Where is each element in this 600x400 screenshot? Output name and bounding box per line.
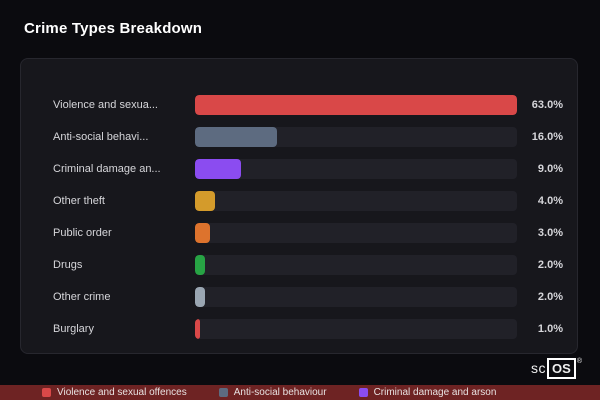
category-label: Drugs — [53, 259, 83, 271]
logo-text-sc: sc — [531, 360, 547, 376]
value-label: 3.0% — [537, 227, 563, 239]
category-label: Violence and sexua... — [53, 99, 158, 111]
category-label: Anti-social behavi... — [53, 131, 149, 143]
bar-other-crime[interactable] — [195, 287, 206, 307]
legend-swatch-purple — [358, 388, 368, 397]
category-label: Criminal damage an... — [53, 163, 161, 175]
bar-track — [195, 191, 517, 211]
scos-logo: sc OS ® — [531, 358, 582, 379]
category-label: Other crime — [53, 291, 111, 303]
bar-track — [195, 255, 517, 275]
value-label: 9.0% — [537, 163, 563, 175]
category-label: Public order — [53, 227, 112, 239]
legend-item-antisocial[interactable]: Anti-social behaviour — [218, 387, 327, 398]
category-label: Other theft — [53, 195, 105, 207]
legend-item-criminal-damage[interactable]: Criminal damage and arson — [358, 387, 497, 398]
bar-track — [195, 127, 517, 147]
bar-other-theft[interactable] — [195, 191, 216, 211]
bar-burglary[interactable] — [195, 319, 201, 339]
value-label: 2.0% — [537, 291, 563, 303]
value-label: 16.0% — [531, 131, 563, 143]
bar-row: Criminal damage an... 9.0% — [21, 153, 577, 185]
legend-label: Criminal damage and arson — [373, 387, 497, 398]
value-label: 1.0% — [537, 323, 563, 335]
bar-track — [195, 223, 517, 243]
crime-types-chart: Violence and sexua... 63.0% Anti-social … — [20, 58, 578, 354]
bar-row: Drugs 2.0% — [21, 249, 577, 281]
bar-row: Burglary 1.0% — [21, 313, 577, 345]
bar-row: Violence and sexua... 63.0% — [21, 89, 577, 121]
bar-violence[interactable] — [195, 95, 517, 115]
bar-track — [195, 319, 517, 339]
value-label: 63.0% — [531, 99, 563, 111]
value-label: 2.0% — [537, 259, 563, 271]
bar-drugs[interactable] — [195, 255, 206, 275]
legend-swatch-slate — [218, 388, 228, 397]
logo-text-os: OS — [547, 358, 576, 379]
bar-antisocial[interactable] — [195, 127, 277, 147]
bar-public-order[interactable] — [195, 223, 211, 243]
category-label: Burglary — [53, 323, 94, 335]
legend-label: Violence and sexual offences — [57, 387, 187, 398]
bar-row: Other theft 4.0% — [21, 185, 577, 217]
registered-mark: ® — [576, 358, 582, 365]
bar-track — [195, 95, 517, 115]
bar-criminal-damage[interactable] — [195, 159, 241, 179]
legend-label: Anti-social behaviour — [233, 387, 327, 398]
value-label: 4.0% — [537, 195, 563, 207]
bar-row: Anti-social behavi... 16.0% — [21, 121, 577, 153]
bar-track — [195, 287, 517, 307]
bar-row: Other crime 2.0% — [21, 281, 577, 313]
chart-legend: Violence and sexual offences Anti-social… — [0, 385, 600, 400]
bar-track — [195, 159, 517, 179]
legend-swatch-red — [42, 388, 51, 397]
bar-row: Public order 3.0% — [21, 217, 577, 249]
legend-item-violence[interactable]: Violence and sexual offences — [42, 387, 187, 398]
page-title: Crime Types Breakdown — [24, 20, 203, 37]
